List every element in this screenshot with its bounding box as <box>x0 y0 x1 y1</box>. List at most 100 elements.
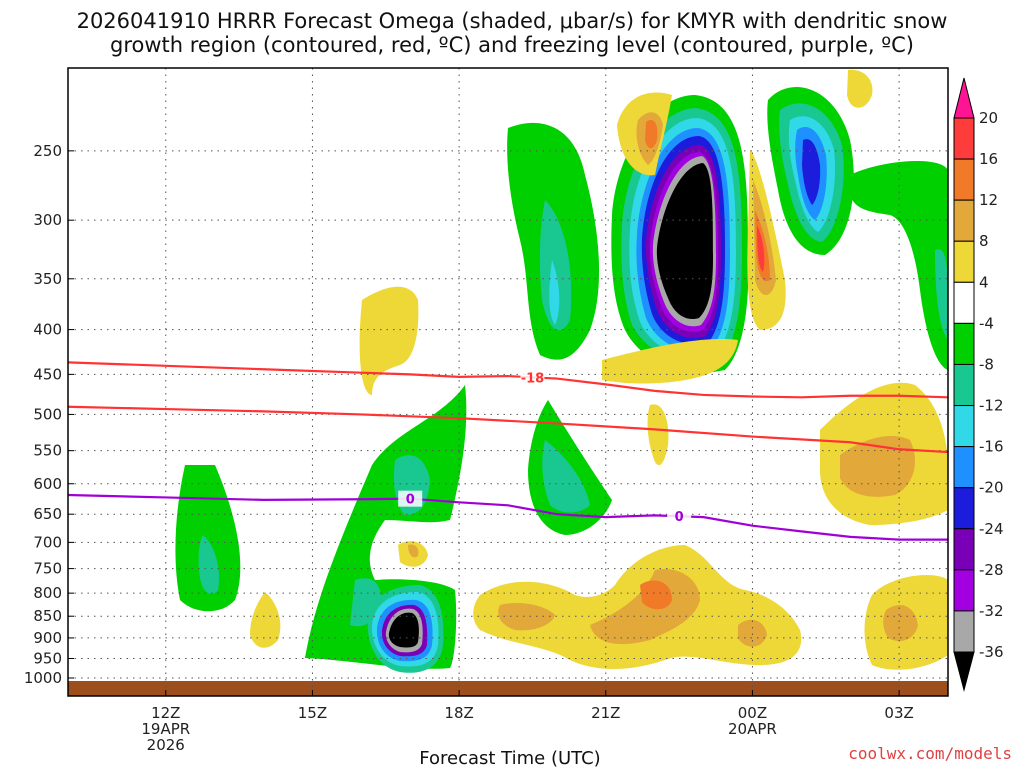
x-tick-label: 21Z <box>591 704 620 722</box>
omega-area <box>840 435 915 497</box>
omega-area <box>408 544 419 558</box>
colorbar-bottom-extend <box>953 651 975 692</box>
omega-min-area <box>388 612 419 648</box>
y-tick-label: 1000 <box>24 669 62 687</box>
omega-area <box>602 339 738 384</box>
y-tick-label: 450 <box>33 365 62 383</box>
colorbar-label: -24 <box>979 520 1004 538</box>
colorbar-label: -12 <box>979 397 1004 415</box>
y-tick-label: 650 <box>33 505 62 523</box>
colorbar-label: 12 <box>979 191 998 209</box>
colorbar-label: 4 <box>979 273 989 291</box>
colorbar-band <box>953 240 975 283</box>
upward-motion-core <box>549 260 560 325</box>
contour-label: -18 <box>521 371 545 386</box>
colorbar-label: -28 <box>979 561 1004 579</box>
contour-label: 0 <box>675 510 684 525</box>
colorbar-band <box>953 528 975 571</box>
contour-label-bg <box>520 369 545 386</box>
x-tick-date: 20APR <box>728 720 777 738</box>
omega-area <box>498 603 555 631</box>
omega-area <box>738 619 767 647</box>
x-tick-label: 18Z <box>444 704 473 722</box>
chart-title-line1: 2026041910 HRRR Forecast Omega (shaded, … <box>76 9 948 33</box>
omega-area <box>590 569 700 645</box>
gridlines <box>68 68 948 696</box>
x-tick-label: 12Z <box>151 704 180 722</box>
y-tick-label: 900 <box>33 629 62 647</box>
omega-area <box>883 605 918 642</box>
y-tick-label: 350 <box>33 270 62 288</box>
y-tick-label: 750 <box>33 560 62 578</box>
omega-area <box>802 139 821 205</box>
contour-line <box>67 493 948 541</box>
colorbar-label: -16 <box>979 438 1004 456</box>
contour-label: 0 <box>406 493 415 508</box>
omega-area <box>175 465 241 612</box>
upward-motion-core <box>539 200 572 331</box>
colorbar-label: -4 <box>979 314 994 332</box>
y-tick-label: 600 <box>33 475 62 493</box>
omega-area <box>645 120 658 149</box>
colorbar-band <box>953 199 975 242</box>
colorbar-band <box>953 610 975 653</box>
omega-area <box>935 249 948 340</box>
y-tick-label: 800 <box>33 584 62 602</box>
colorbar-label: 16 <box>979 150 998 168</box>
y-tick-label: 950 <box>33 649 62 667</box>
colorbar-band <box>953 158 975 201</box>
colorbar: 20 16 12 8 4 -4 -8 -12 -16 -20 -24 -28 -32 -36 <box>953 77 1004 692</box>
omega-area <box>850 160 948 370</box>
colorbar-band <box>953 117 975 160</box>
y-tick-label: 400 <box>33 321 62 339</box>
y-tick-label: 300 <box>33 211 62 229</box>
colorbar-label: 8 <box>979 232 989 250</box>
omega-area <box>647 404 669 466</box>
colorbar-band <box>953 405 975 448</box>
y-tick-label: 250 <box>33 142 62 160</box>
omega-min-area <box>656 163 713 320</box>
omega-area <box>847 69 873 108</box>
omega-area <box>198 535 220 594</box>
x-axis-title: Forecast Time (UTC) <box>419 748 600 768</box>
omega-area <box>359 286 419 395</box>
x-tick-label: 15Z <box>298 704 327 722</box>
plot-frame <box>67 67 949 697</box>
y-axis-pressure: 250 300 350 400 450 500 550 600 650 700 750 800 850 9… <box>24 142 74 687</box>
omega-area <box>640 580 672 610</box>
x-tick-label: 03Z <box>884 704 913 722</box>
contour-label-bg <box>398 490 423 507</box>
colorbar-top-extend <box>953 77 975 119</box>
colorbar-label: -32 <box>979 602 1004 620</box>
omega-shading <box>68 69 948 696</box>
y-tick-label: 700 <box>33 533 62 551</box>
colorbar-band <box>953 363 975 407</box>
colorbar-band <box>953 487 975 530</box>
contour-line <box>67 405 949 454</box>
colorbar-label: 20 <box>979 109 998 127</box>
chart-title-line2: growth region (contoured, red, ºC) and f… <box>110 33 914 57</box>
contour-line <box>67 361 949 399</box>
contour-label-bg <box>667 508 692 525</box>
colorbar-label: -36 <box>979 643 1004 661</box>
credit-text: coolwx.com/models <box>848 744 1012 763</box>
omega-area <box>250 592 281 648</box>
y-tick-label: 500 <box>33 405 62 423</box>
x-tick-date: 19APR <box>141 720 190 738</box>
temperature-contours: -18 0 0 <box>67 361 949 541</box>
y-tick-label: 550 <box>33 442 62 460</box>
colorbar-band <box>953 446 975 489</box>
colorbar-band <box>953 281 975 324</box>
terrain-ground <box>68 681 948 696</box>
colorbar-label: -8 <box>979 355 994 373</box>
colorbar-label: -20 <box>979 479 1004 497</box>
y-tick-label: 850 <box>33 607 62 625</box>
x-tick-label: 00Z <box>738 704 767 722</box>
colorbar-band <box>953 569 975 612</box>
colorbar-band <box>953 322 975 365</box>
x-tick-year: 2026 <box>147 736 185 754</box>
omega-area <box>757 225 765 272</box>
omega-area <box>542 440 590 513</box>
